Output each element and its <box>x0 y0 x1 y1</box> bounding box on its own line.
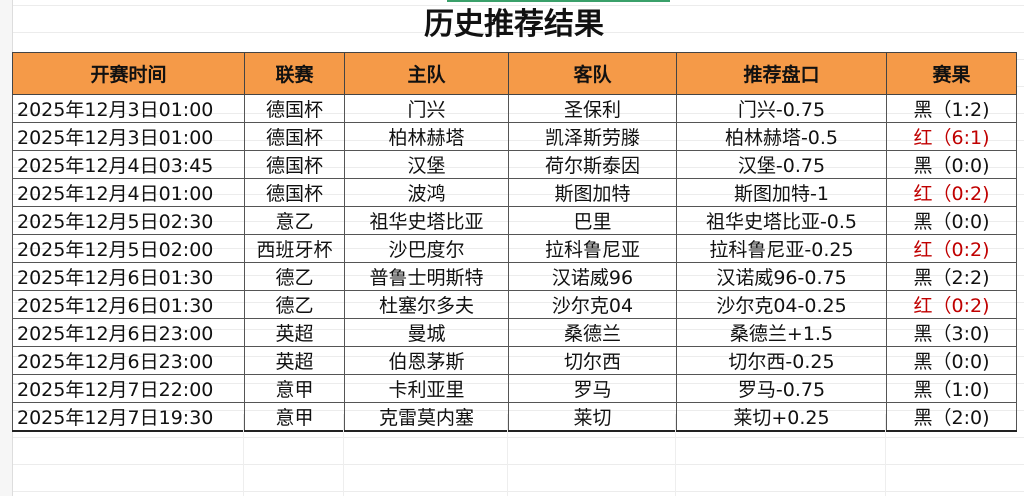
cell-league[interactable]: 德国杯 <box>244 150 345 179</box>
cell-away[interactable]: 荷尔斯泰因 <box>508 150 677 179</box>
table-row: 2025年12月6日23:00 英超 曼城 桑德兰 桑德兰+1.5 黑（3:0) <box>12 318 1017 347</box>
cell-league[interactable]: 意甲 <box>244 374 345 403</box>
cell-time[interactable]: 2025年12月7日22:00 <box>12 374 245 403</box>
table-row: 2025年12月6日01:30 德乙 普鲁士明斯特 汉诺威96 汉诺威96-0.75 黑（… <box>12 262 1017 291</box>
header-result[interactable]: 赛果 <box>886 52 1017 95</box>
cell-home[interactable]: 卡利亚里 <box>344 374 509 403</box>
cell-home[interactable]: 沙巴度尔 <box>344 234 509 263</box>
page-title: 历史推荐结果 <box>424 7 604 42</box>
cell-time[interactable]: 2025年12月4日01:00 <box>12 178 245 207</box>
cell-home[interactable]: 普鲁士明斯特 <box>344 262 509 291</box>
cell-away[interactable]: 切尔西 <box>508 346 677 375</box>
cell-time[interactable]: 2025年12月6日01:30 <box>12 262 245 291</box>
cell-result[interactable]: 黑（2:2) <box>886 262 1017 291</box>
cell-time[interactable]: 2025年12月5日02:00 <box>12 234 245 263</box>
cell-home[interactable]: 杜塞尔多夫 <box>344 290 509 319</box>
cell-result[interactable]: 黑（3:0) <box>886 318 1017 347</box>
results-table: 开赛时间 联赛 主队 客队 推荐盘口 赛果 2025年12月3日01:00 德国杯… <box>12 52 1017 432</box>
cell-result[interactable]: 黑（0:0) <box>886 150 1017 179</box>
header-league[interactable]: 联赛 <box>244 52 345 95</box>
cell-pick[interactable]: 拉科鲁尼亚-0.25 <box>676 234 887 263</box>
header-row: 开赛时间 联赛 主队 客队 推荐盘口 赛果 <box>12 52 1017 95</box>
cell-home[interactable]: 门兴 <box>344 94 509 123</box>
header-away[interactable]: 客队 <box>508 52 677 95</box>
cell-home[interactable]: 柏林赫塔 <box>344 122 509 151</box>
cell-result[interactable]: 红（0:2) <box>886 178 1017 207</box>
cell-league[interactable]: 德国杯 <box>244 178 345 207</box>
table-row: 2025年12月5日02:00 西班牙杯 沙巴度尔 拉科鲁尼亚 拉科鲁尼亚-0.25 红（… <box>12 234 1017 263</box>
cell-away[interactable]: 巴里 <box>508 206 677 235</box>
cell-result[interactable]: 黑（0:0) <box>886 346 1017 375</box>
cell-time[interactable]: 2025年12月6日23:00 <box>12 318 245 347</box>
table-row: 2025年12月3日01:00 德国杯 门兴 圣保利 门兴-0.75 黑（1:2) <box>12 94 1017 123</box>
cell-time[interactable]: 2025年12月5日02:30 <box>12 206 245 235</box>
cell-away[interactable]: 拉科鲁尼亚 <box>508 234 677 263</box>
cell-result[interactable]: 红（0:2) <box>886 290 1017 319</box>
cell-pick[interactable]: 桑德兰+1.5 <box>676 318 887 347</box>
table-row: 2025年12月6日01:30 德乙 杜塞尔多夫 沙尔克04 沙尔克04-0.25 红（0… <box>12 290 1017 319</box>
table-row: 2025年12月4日03:45 德国杯 汉堡 荷尔斯泰因 汉堡-0.75 黑（0:0) <box>12 150 1017 179</box>
cell-pick[interactable]: 切尔西-0.25 <box>676 346 887 375</box>
cell-away[interactable]: 桑德兰 <box>508 318 677 347</box>
header-pick[interactable]: 推荐盘口 <box>676 52 887 95</box>
cell-home[interactable]: 伯恩茅斯 <box>344 346 509 375</box>
cell-away[interactable]: 汉诺威96 <box>508 262 677 291</box>
table-row: 2025年12月6日23:00 英超 伯恩茅斯 切尔西 切尔西-0.25 黑（0:0) <box>12 346 1017 375</box>
cell-home[interactable]: 祖华史塔比亚 <box>344 206 509 235</box>
cell-time[interactable]: 2025年12月6日23:00 <box>12 346 245 375</box>
cell-away[interactable]: 罗马 <box>508 374 677 403</box>
cell-pick[interactable]: 汉诺威96-0.75 <box>676 262 887 291</box>
cell-time[interactable]: 2025年12月6日01:30 <box>12 290 245 319</box>
cell-league[interactable]: 德国杯 <box>244 94 345 123</box>
cell-league[interactable]: 西班牙杯 <box>244 234 345 263</box>
selected-column-indicator <box>447 0 670 2</box>
header-home[interactable]: 主队 <box>344 52 509 95</box>
cell-pick[interactable]: 祖华史塔比亚-0.5 <box>676 206 887 235</box>
cell-pick[interactable]: 斯图加特-1 <box>676 178 887 207</box>
cell-time[interactable]: 2025年12月3日01:00 <box>12 94 245 123</box>
header-time[interactable]: 开赛时间 <box>12 52 245 95</box>
cell-away[interactable]: 沙尔克04 <box>508 290 677 319</box>
cell-time[interactable]: 2025年12月4日03:45 <box>12 150 245 179</box>
cell-away[interactable]: 斯图加特 <box>508 178 677 207</box>
cell-time[interactable]: 2025年12月3日01:00 <box>12 122 245 151</box>
cell-league[interactable]: 英超 <box>244 318 345 347</box>
table-row: 2025年12月4日01:00 德国杯 波鸿 斯图加特 斯图加特-1 红（0:2) <box>12 178 1017 207</box>
cell-result[interactable]: 红（0:2) <box>886 234 1017 263</box>
table-row: 2025年12月3日01:00 德国杯 柏林赫塔 凯泽斯劳滕 柏林赫塔-0.5 红（6:1… <box>12 122 1017 151</box>
cell-league[interactable]: 德国杯 <box>244 122 345 151</box>
cell-pick[interactable]: 门兴-0.75 <box>676 94 887 123</box>
cell-result[interactable]: 黑（1:2) <box>886 94 1017 123</box>
cell-result[interactable]: 黑（1:0) <box>886 374 1017 403</box>
cell-home[interactable]: 波鸿 <box>344 178 509 207</box>
empty-cells[interactable] <box>12 414 1016 496</box>
cell-pick[interactable]: 柏林赫塔-0.5 <box>676 122 887 151</box>
cell-result[interactable]: 黑（0:0) <box>886 206 1017 235</box>
cell-result[interactable]: 红（6:1) <box>886 122 1017 151</box>
cell-league[interactable]: 德乙 <box>244 262 345 291</box>
cell-pick[interactable]: 沙尔克04-0.25 <box>676 290 887 319</box>
table-row: 2025年12月7日22:00 意甲 卡利亚里 罗马 罗马-0.75 黑（1:0) <box>12 374 1017 403</box>
cell-league[interactable]: 意乙 <box>244 206 345 235</box>
cell-league[interactable]: 英超 <box>244 346 345 375</box>
cell-home[interactable]: 曼城 <box>344 318 509 347</box>
cell-pick[interactable]: 汉堡-0.75 <box>676 150 887 179</box>
table-row: 2025年12月5日02:30 意乙 祖华史塔比亚 巴里 祖华史塔比亚-0.5 黑（0:0… <box>12 206 1017 235</box>
cell-away[interactable]: 圣保利 <box>508 94 677 123</box>
cell-league[interactable]: 德乙 <box>244 290 345 319</box>
cell-away[interactable]: 凯泽斯劳滕 <box>508 122 677 151</box>
cell-home[interactable]: 汉堡 <box>344 150 509 179</box>
cell-pick[interactable]: 罗马-0.75 <box>676 374 887 403</box>
